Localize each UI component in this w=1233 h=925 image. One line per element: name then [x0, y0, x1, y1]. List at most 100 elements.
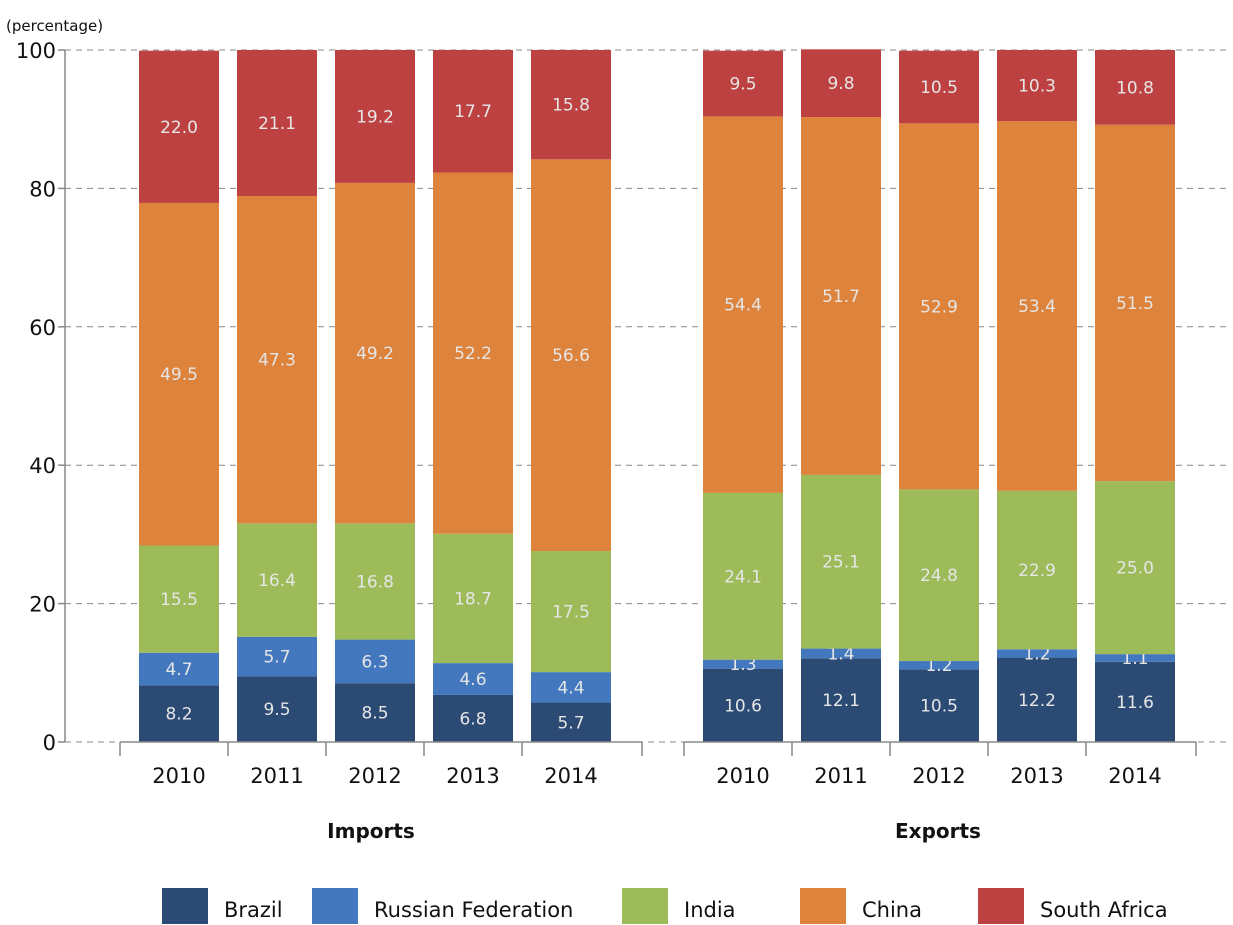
bar-segment-china	[139, 202, 219, 546]
bar-segment-india	[997, 490, 1077, 650]
bar-segment-russian-federation	[433, 663, 513, 695]
data-label: 51.7	[822, 287, 860, 307]
bar-segment-china	[997, 121, 1077, 491]
legend-label: Brazil	[224, 898, 283, 922]
legend-swatch	[312, 888, 358, 924]
legend-label: South Africa	[1040, 898, 1168, 922]
data-label: 25.0	[1116, 559, 1154, 579]
bar-segment-russian-federation	[531, 672, 611, 703]
data-label: 4.4	[557, 678, 584, 698]
bar-segment-china	[237, 196, 317, 524]
data-label: 52.2	[454, 344, 492, 364]
legend: Brazil Russian Federation India China South …	[162, 888, 1168, 924]
group-title-imports: Imports	[327, 819, 415, 843]
bar-segment-brazil	[531, 702, 611, 742]
y-axis-unit-label: (percentage)	[6, 17, 103, 35]
bar-segment-india	[335, 523, 415, 640]
x-axis-imports: 2010 2011 2012 2013 2014	[119, 741, 643, 788]
group-title-exports: Exports	[895, 819, 981, 843]
y-tick-label: 20	[29, 593, 56, 617]
x-tick-label: 2010	[716, 764, 769, 788]
data-label: 52.9	[920, 297, 958, 317]
legend-swatch	[800, 888, 846, 924]
data-label: 19.2	[356, 107, 394, 127]
bar-segment-china	[703, 116, 783, 493]
data-label: 10.5	[920, 697, 958, 717]
bar-stack-exports-2011: 12.1 1.4 25.1 51.7 9.8	[801, 49, 881, 742]
bar-segment-russian-federation	[1095, 654, 1175, 662]
bar-stack-imports-2011: 9.5 5.7 16.4 47.3 21.1	[237, 50, 317, 742]
data-label: 4.7	[165, 660, 192, 680]
data-label: 1.4	[827, 644, 854, 664]
data-label: 9.5	[729, 75, 756, 95]
bar-segment-china	[531, 159, 611, 552]
bar-segment-brazil	[433, 694, 513, 742]
y-tick-label: 0	[43, 731, 56, 755]
data-label: 47.3	[258, 351, 296, 371]
data-label: 56.6	[552, 346, 590, 366]
y-tick-label: 40	[29, 454, 56, 478]
x-tick-label: 2011	[250, 764, 303, 788]
bars: 8.2 4.7 15.5 49.5 22.0 9.5 5.7 16.4 47.3 21.1 8.5 6…	[139, 49, 1175, 742]
x-tick-label: 2012	[912, 764, 965, 788]
bar-stack-imports-2012: 8.5 6.3 16.8 49.2 19.2	[335, 50, 415, 742]
bar-segment-south-africa	[139, 50, 219, 203]
bar-segment-india	[1095, 481, 1175, 655]
data-label: 49.5	[160, 365, 198, 385]
data-label: 17.7	[454, 102, 492, 122]
data-label: 1.3	[729, 655, 756, 675]
x-axis-exports: 2010 2011 2012 2013 2014	[683, 741, 1197, 788]
bar-segment-brazil	[801, 658, 881, 742]
data-label: 16.4	[258, 571, 296, 591]
legend-label: China	[862, 898, 922, 922]
data-label: 9.8	[827, 74, 854, 94]
bar-segment-india	[433, 533, 513, 664]
bar-segment-china	[1095, 124, 1175, 482]
legend-item-brazil: Brazil	[162, 888, 283, 924]
data-label: 22.9	[1018, 561, 1056, 581]
bar-segment-south-africa	[237, 50, 317, 197]
data-label: 12.1	[822, 691, 860, 711]
data-label: 6.3	[361, 652, 388, 672]
bar-stack-imports-2013: 6.8 4.6 18.7 52.2 17.7	[433, 50, 513, 742]
data-label: 6.8	[459, 709, 486, 729]
bar-segment-south-africa	[703, 50, 783, 117]
data-label: 22.0	[160, 118, 198, 138]
x-tick-label: 2012	[348, 764, 401, 788]
y-tick-label: 100	[16, 39, 56, 63]
bar-segment-brazil	[139, 685, 219, 742]
bar-segment-south-africa	[1095, 50, 1175, 125]
bar-segment-russian-federation	[997, 649, 1077, 658]
bar-segment-south-africa	[899, 50, 979, 124]
data-label: 11.6	[1116, 693, 1154, 713]
bar-segment-brazil	[997, 657, 1077, 742]
bar-segment-russian-federation	[335, 639, 415, 684]
x-tick-label: 2014	[544, 764, 597, 788]
bar-stack-imports-2014: 5.7 4.4 17.5 56.6 15.8	[531, 50, 611, 742]
bar-segment-india	[801, 474, 881, 649]
data-label: 21.1	[258, 114, 296, 134]
bar-segment-russian-federation	[899, 661, 979, 670]
bar-stack-exports-2013: 12.2 1.2 22.9 53.4 10.3	[997, 50, 1077, 742]
data-label: 12.2	[1018, 691, 1056, 711]
data-label: 25.1	[822, 553, 860, 573]
data-label: 16.8	[356, 572, 394, 592]
legend-label: India	[684, 898, 736, 922]
bar-segment-china	[801, 117, 881, 475]
bar-segment-brazil	[1095, 661, 1175, 742]
bar-segment-russian-federation	[703, 659, 783, 669]
legend-label: Russian Federation	[374, 898, 573, 922]
legend-item-china: China	[800, 888, 922, 924]
bar-segment-south-africa	[801, 49, 881, 118]
data-label: 15.5	[160, 590, 198, 610]
data-label: 8.2	[165, 705, 192, 725]
data-label: 10.8	[1116, 78, 1154, 98]
bar-segment-china	[433, 172, 513, 534]
bar-segment-russian-federation	[237, 636, 317, 677]
data-label: 9.5	[263, 700, 290, 720]
data-label: 53.4	[1018, 297, 1056, 317]
x-tick-label: 2011	[814, 764, 867, 788]
bar-segment-brazil	[335, 683, 415, 742]
